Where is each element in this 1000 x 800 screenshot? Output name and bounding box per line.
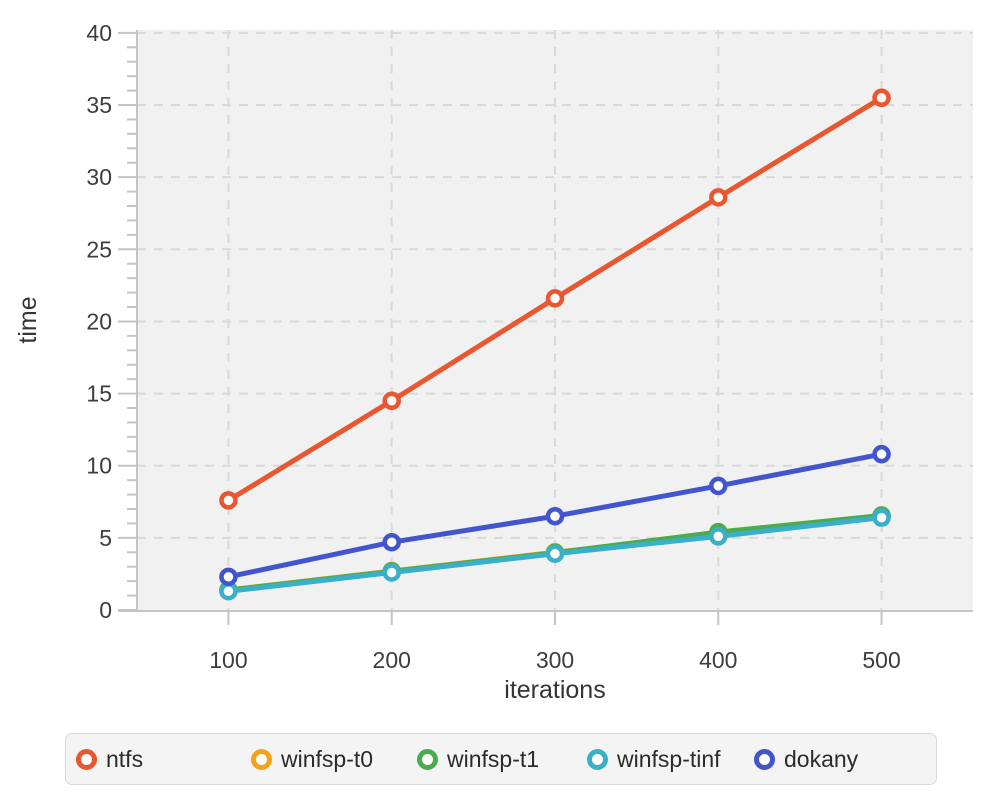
y-tick-label: 30 xyxy=(86,164,112,190)
legend-item-ntfs[interactable]: ntfs xyxy=(76,734,143,784)
x-tick-label: 500 xyxy=(862,647,900,673)
line-chart: 0 5 10 15 20 25 30 35 40 100 200 300 400 500 time ite… xyxy=(14,20,973,704)
legend-label: winfsp-t1 xyxy=(447,745,540,772)
legend-label: dokany xyxy=(784,745,859,772)
x-tick-label: 200 xyxy=(373,647,411,673)
y-tick-label: 20 xyxy=(86,308,112,334)
legend-label: winfsp-t0 xyxy=(281,745,374,772)
data-point-winfsp-tinf xyxy=(872,508,891,527)
y-tick-label: 0 xyxy=(99,597,112,623)
legend-marker-icon xyxy=(754,748,775,770)
x-tick-label: 100 xyxy=(209,647,247,673)
y-tick-label: 40 xyxy=(86,20,112,46)
legend-marker-icon xyxy=(251,748,272,770)
data-point-dokany xyxy=(545,506,565,526)
x-tick-label: 400 xyxy=(699,647,737,673)
legend-label: winfsp-tinf xyxy=(617,745,721,772)
y-tick-label: 10 xyxy=(86,453,112,479)
y-tick-label: 25 xyxy=(86,236,112,262)
data-point-ntfs xyxy=(872,88,891,108)
data-point-ntfs xyxy=(219,491,238,510)
legend-item-winfsp-t0[interactable]: winfsp-t0 xyxy=(251,734,373,784)
y-tick-label: 5 xyxy=(99,525,112,551)
data-point-winfsp-tinf xyxy=(219,581,238,601)
data-point-winfsp-tinf xyxy=(709,527,728,546)
legend-marker-icon xyxy=(587,748,608,770)
legend-label: ntfs xyxy=(106,745,144,772)
legend: ntfs winfsp-t0 winfsp-t1 winfsp-tinf dokany xyxy=(65,733,937,785)
data-point-dokany xyxy=(709,476,728,496)
legend-marker-icon xyxy=(417,748,438,770)
data-point-winfsp-tinf xyxy=(545,544,565,563)
y-axis-title: time xyxy=(14,296,42,343)
y-tick-label: 15 xyxy=(86,381,112,407)
legend-item-winfsp-t1[interactable]: winfsp-t1 xyxy=(417,734,539,784)
y-tick-label: 35 xyxy=(86,92,112,118)
data-point-dokany xyxy=(219,567,238,587)
data-point-ntfs xyxy=(382,391,401,411)
legend-item-winfsp-tinf[interactable]: winfsp-tinf xyxy=(587,734,721,784)
data-point-dokany xyxy=(872,444,891,464)
x-axis-title: iterations xyxy=(504,676,605,704)
data-point-ntfs xyxy=(709,188,728,207)
data-point-ntfs xyxy=(545,289,565,308)
legend-marker-icon xyxy=(76,748,97,770)
data-point-dokany xyxy=(382,532,401,552)
legend-item-dokany[interactable]: dokany xyxy=(754,734,858,784)
data-point-winfsp-tinf xyxy=(382,563,401,582)
x-tick-label: 300 xyxy=(536,647,574,673)
